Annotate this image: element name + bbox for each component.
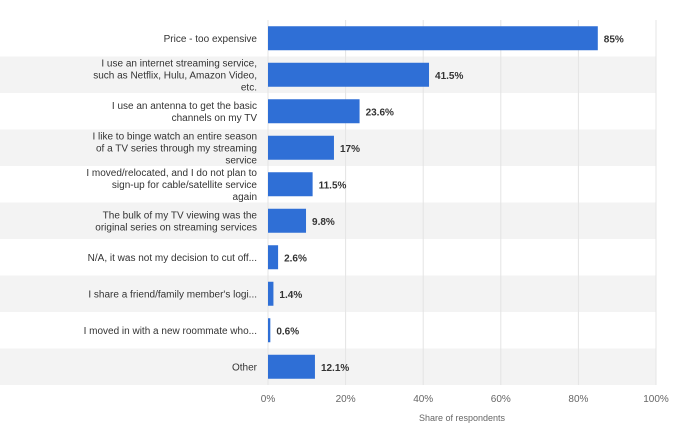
- category-label: The bulk of my TV viewing was the origina…: [95, 210, 257, 233]
- row-band: [0, 348, 656, 385]
- x-tick-label: 100%: [643, 394, 669, 405]
- category-label: N/A, it was not my decision to cut off..…: [88, 253, 257, 264]
- category-label: I share a friend/family member's logi...: [88, 289, 257, 300]
- bar: [268, 62, 430, 87]
- bar: [268, 26, 598, 51]
- row-band: [0, 275, 656, 312]
- x-tick-label: 0%: [261, 394, 276, 405]
- x-tick-label: 40%: [413, 394, 433, 405]
- value-label: 17%: [340, 144, 360, 155]
- bar: [268, 281, 274, 306]
- bar: [268, 208, 307, 233]
- bar: [268, 99, 360, 124]
- value-label: 12.1%: [321, 363, 349, 374]
- x-tick-label: 20%: [336, 394, 356, 405]
- value-label: 9.8%: [312, 217, 335, 228]
- x-tick-label: 80%: [568, 394, 588, 405]
- category-labels: Price - too expensive I use an internet s…: [84, 34, 258, 374]
- category-label: I moved in with a new roommate who...: [84, 326, 257, 337]
- row-band: [0, 202, 656, 239]
- value-label: 85%: [604, 34, 624, 45]
- x-tick-label: 60%: [491, 394, 511, 405]
- category-label: Other: [232, 362, 258, 373]
- value-labels: 85% 41.5% 23.6% 17% 11.5% 9.8% 2.6% 1.4% 0.6% 12.…: [276, 34, 624, 374]
- value-label: 11.5%: [319, 180, 347, 191]
- category-label: I like to binge watch an entire season of…: [92, 131, 257, 166]
- category-label: I use an internet streaming service, such…: [93, 58, 257, 93]
- value-label: 2.6%: [284, 253, 307, 264]
- value-label: 1.4%: [279, 290, 302, 301]
- bar: [268, 135, 334, 160]
- category-label: I moved/relocated, and I do not plan to s…: [86, 168, 257, 203]
- x-axis-title: Share of respondents: [419, 413, 506, 423]
- bars: [268, 26, 598, 379]
- bar: [268, 245, 279, 270]
- category-label: Price - too expensive: [164, 34, 258, 45]
- bar: [268, 172, 313, 197]
- bar: [268, 354, 315, 379]
- value-label: 41.5%: [435, 71, 463, 82]
- category-label: I use an antenna to get the basic channel…: [112, 101, 257, 124]
- value-label: 0.6%: [276, 326, 299, 337]
- bar: [268, 318, 271, 343]
- x-tick-labels: 0% 20% 40% 60% 80% 100%: [261, 394, 669, 405]
- value-label: 23.6%: [366, 107, 394, 118]
